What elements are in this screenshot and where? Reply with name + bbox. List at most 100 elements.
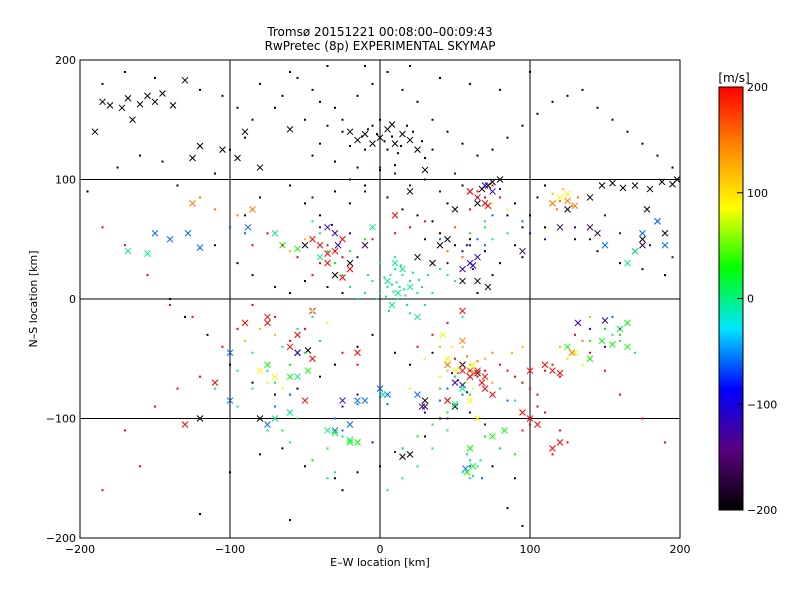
data-point-cross: [481, 385, 489, 392]
data-point-dot: [611, 315, 614, 318]
data-point-dot: [236, 106, 239, 109]
data-point-cross: [99, 98, 106, 106]
data-point-dot: [472, 387, 474, 390]
data-point-dot: [611, 118, 614, 121]
data-point-dot: [266, 381, 269, 384]
data-point-dot: [349, 232, 351, 235]
data-point-dot: [431, 423, 434, 426]
data-point-cross: [534, 421, 541, 428]
colorbar-ticks: 200 100 0 −100 −200: [737, 81, 777, 517]
colorbar-tick-label: 200: [747, 81, 768, 94]
data-point-dot: [559, 375, 561, 378]
data-point-dot: [551, 192, 554, 195]
data-point-dot: [481, 477, 483, 480]
data-point-cross: [399, 453, 406, 461]
data-point-dot: [424, 156, 426, 159]
data-point-cross: [609, 179, 616, 187]
data-point-dot: [457, 372, 459, 375]
data-point-dot: [506, 136, 509, 139]
data-point-dot: [469, 465, 471, 468]
data-point-dot: [116, 166, 119, 169]
data-point-dot: [446, 321, 449, 324]
data-point-dot: [356, 403, 359, 406]
data-point-dot: [521, 124, 524, 127]
data-point-dot: [394, 232, 396, 235]
data-point-dot: [334, 160, 336, 163]
data-point-cross: [219, 146, 226, 153]
data-point-dot: [385, 295, 387, 298]
data-point-dot: [491, 351, 494, 354]
data-point-cross: [474, 369, 481, 377]
data-point-dot: [251, 303, 254, 306]
data-point-dot: [259, 82, 261, 85]
data-point-dot: [341, 130, 344, 133]
data-point-dot: [236, 405, 239, 408]
data-point-dot: [199, 88, 201, 91]
data-point-dot: [331, 223, 333, 226]
data-point-cross: [451, 400, 459, 408]
data-point-cross: [264, 361, 271, 369]
data-point-dot: [491, 184, 494, 187]
data-point-cross: [541, 361, 549, 369]
data-point-dot: [521, 429, 524, 432]
data-point-cross: [481, 182, 489, 189]
data-point-dot: [319, 232, 321, 235]
data-point-dot: [341, 256, 344, 259]
data-point-dot: [431, 118, 434, 121]
data-point-dot: [379, 262, 381, 265]
data-point-cross: [388, 301, 396, 309]
data-point-cross: [376, 385, 384, 392]
data-point-dot: [499, 188, 501, 191]
data-point-cross: [646, 185, 654, 193]
data-point-dot: [289, 339, 291, 342]
data-point-dot: [289, 519, 291, 522]
data-point-dot: [379, 166, 381, 169]
data-point-dot: [431, 292, 434, 295]
data-point-dot: [371, 280, 374, 283]
chart-title: Tromsø 20151221 00:08:00–00:09:43: [266, 25, 492, 39]
data-point-cross: [489, 188, 496, 195]
data-point-cross: [324, 223, 331, 231]
data-point-dot: [251, 387, 254, 390]
data-point-dot: [229, 226, 231, 229]
data-point-dot: [361, 135, 363, 138]
data-point-dot: [214, 244, 216, 247]
data-point-cross: [429, 259, 436, 267]
data-point-dot: [392, 290, 395, 293]
data-point-dot: [421, 286, 423, 289]
data-point-cross: [339, 274, 346, 281]
data-point-dot: [364, 184, 366, 187]
data-point-cross: [619, 184, 627, 192]
data-point-dot: [326, 321, 329, 324]
data-point-cross: [643, 206, 651, 213]
y-axis-label: N–S location [km]: [27, 250, 40, 347]
data-point-dot: [394, 268, 396, 271]
data-point-cross: [346, 265, 354, 273]
data-point-dot: [461, 142, 464, 145]
data-point-dot: [446, 411, 449, 414]
data-point-dot: [469, 393, 471, 396]
data-point-dot: [469, 459, 471, 462]
data-point-cross: [334, 241, 342, 249]
data-point-dot: [424, 238, 426, 241]
data-point-dot: [559, 429, 561, 432]
data-point-cross: [474, 415, 481, 422]
data-point-cross: [331, 427, 339, 434]
data-point-dot: [466, 391, 468, 394]
data-point-dot: [571, 204, 573, 207]
data-point-dot: [311, 154, 314, 157]
data-point-dot: [251, 381, 254, 384]
data-point-dot: [356, 298, 359, 300]
data-point-dot: [281, 94, 284, 97]
data-point-dot: [356, 363, 359, 366]
data-point-dot: [379, 465, 381, 468]
data-point-dot: [379, 168, 381, 171]
data-point-cross: [399, 130, 406, 138]
data-point-dot: [454, 226, 456, 229]
data-point-dot: [281, 345, 284, 348]
data-point-dot: [412, 130, 414, 133]
data-point-cross: [451, 403, 459, 410]
data-point-cross: [459, 277, 466, 285]
data-point-cross: [196, 415, 204, 422]
data-point-dot: [544, 411, 546, 414]
